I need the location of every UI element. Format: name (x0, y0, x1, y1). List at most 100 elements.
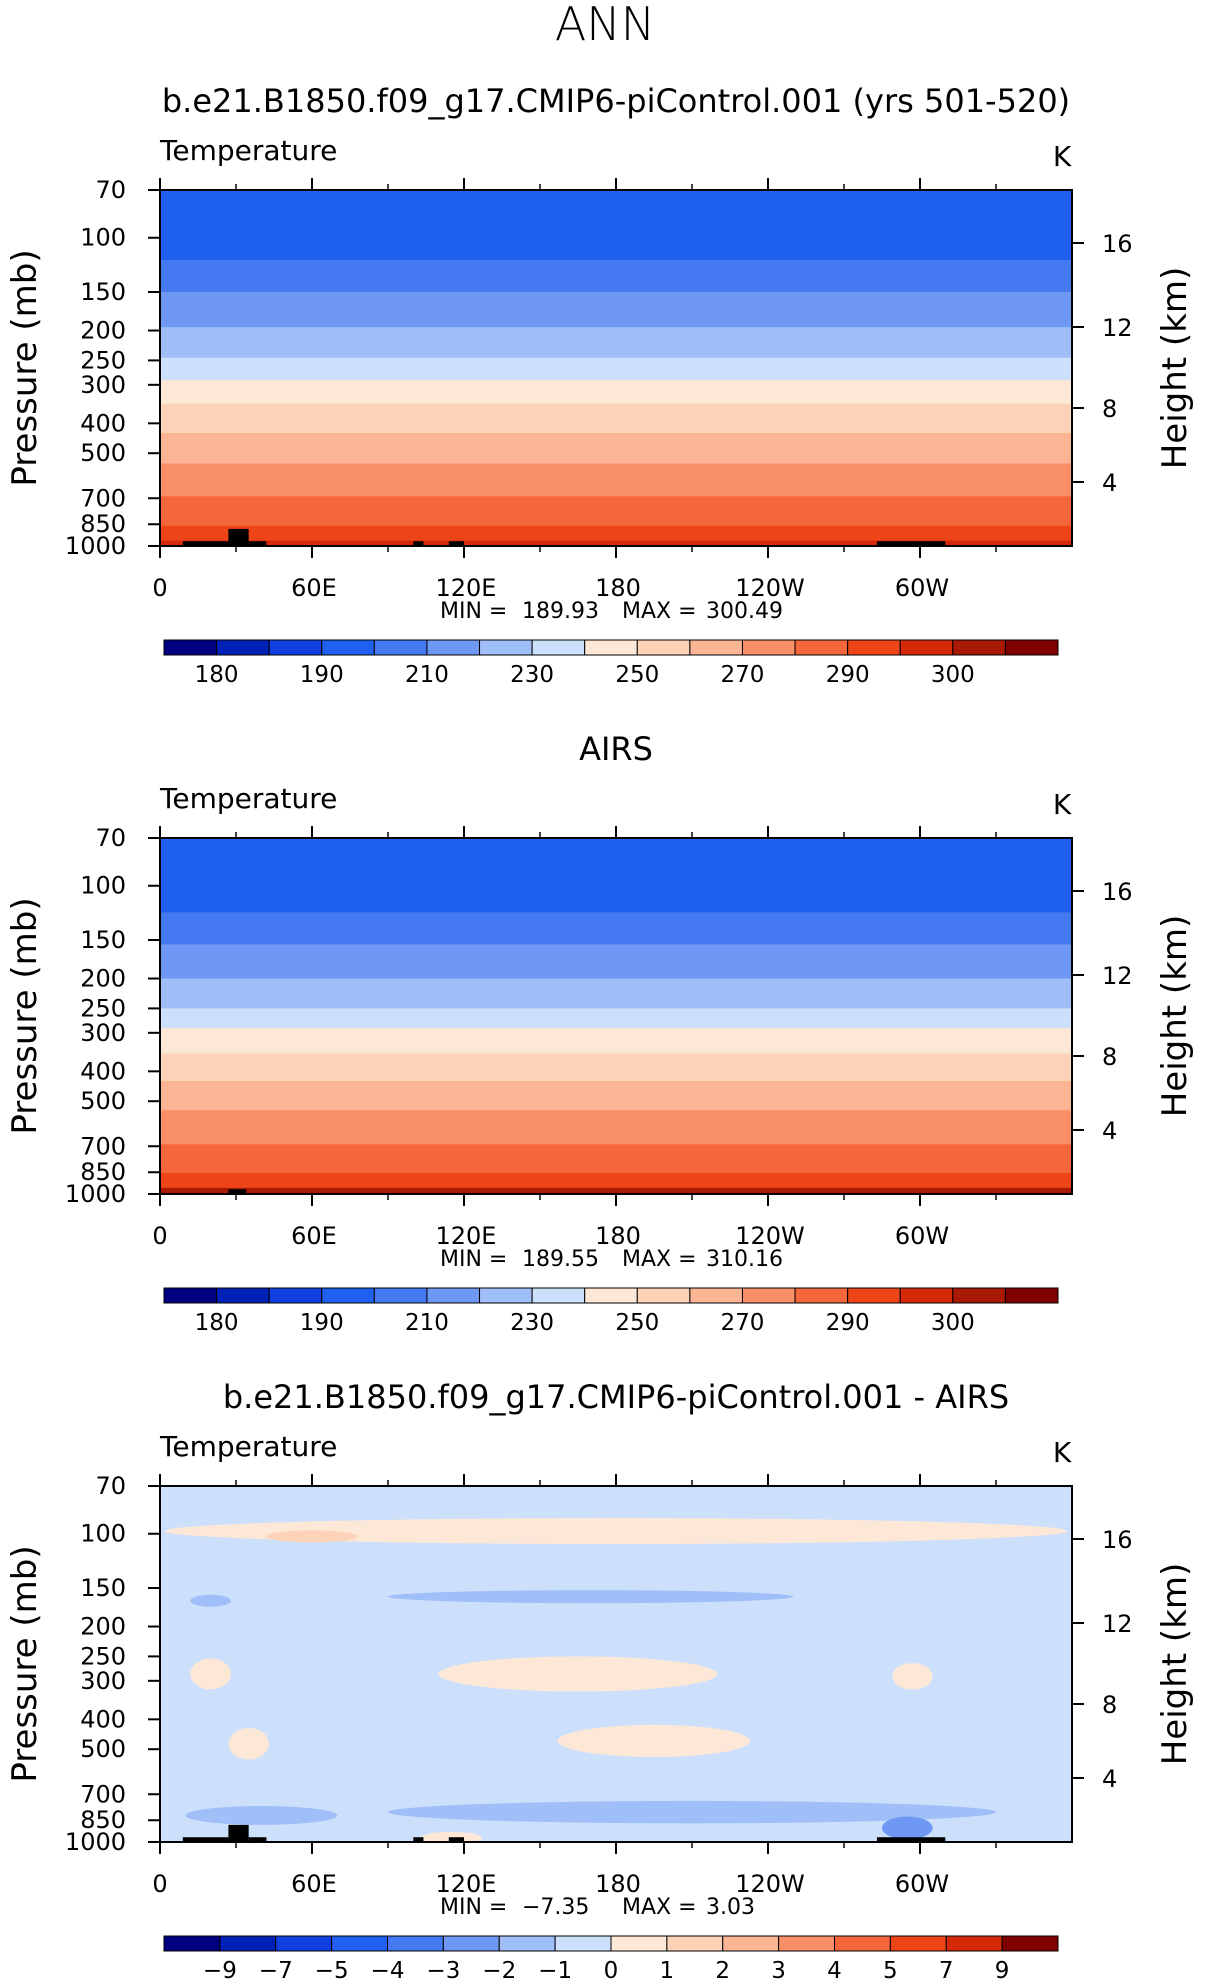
x-tick-label: 120E (436, 1222, 497, 1250)
x-tick-label: 0 (152, 1222, 167, 1250)
panel-3: b.e21.B1850.f09_g17.CMIP6-piControl.001 … (5, 1378, 1195, 1984)
colorbar-swatch (331, 1935, 388, 1952)
colorbar-label: 7 (939, 1958, 954, 1984)
contour-band (160, 433, 1072, 465)
max-label: MAX = (622, 1895, 697, 1920)
terrain-mask (413, 541, 424, 546)
page-title: ANN (555, 0, 655, 51)
colorbar-swatch (268, 1287, 323, 1304)
colorbar-label: 190 (300, 662, 344, 688)
colorbar-label: −3 (426, 1958, 460, 1984)
height-tick-label: 16 (1102, 1526, 1133, 1554)
contour-field (160, 838, 1072, 1194)
height-tick-label: 4 (1102, 469, 1117, 497)
colorbar-swatch (689, 639, 743, 656)
colorbar-swatch (163, 639, 218, 656)
colorbar-swatch (952, 1287, 1006, 1304)
colorbar-label: 0 (604, 1958, 619, 1984)
colorbar-swatch (442, 1935, 500, 1952)
pressure-tick-label: 700 (80, 1780, 126, 1808)
colorbar-label: −5 (315, 1958, 349, 1984)
x-tick-label: 120E (436, 1870, 497, 1898)
contour-patch (420, 1831, 482, 1842)
contour-band (160, 259, 1072, 294)
colorbar-swatch (584, 639, 638, 656)
pressure-tick-label: 500 (80, 1087, 126, 1115)
x-tick-label: 0 (152, 1870, 167, 1898)
colorbar-label: 180 (195, 662, 239, 688)
terrain-mask (448, 541, 464, 546)
x-tick-label: 60W (895, 574, 949, 602)
contour-band (160, 1187, 1072, 1194)
pressure-tick-label: 1000 (65, 1180, 126, 1208)
contour-band (160, 912, 1072, 946)
colorbar-swatch (794, 639, 849, 656)
units-label: K (1053, 140, 1072, 173)
contour-band (160, 403, 1072, 435)
colorbar-label: 300 (931, 662, 975, 688)
max-label: MAX = (622, 599, 697, 624)
x-tick-label: 60W (895, 1870, 949, 1898)
x-tick-label: 120E (436, 574, 497, 602)
colorbar-swatch (666, 1935, 724, 1952)
pressure-tick-label: 700 (80, 484, 126, 512)
terrain-mask (228, 1189, 247, 1194)
x-tick-label: 180 (595, 1870, 641, 1898)
variable-label: Temperature (159, 134, 337, 167)
pressure-tick-label: 500 (80, 1735, 126, 1763)
y-axis-label: Pressure (mb) (5, 897, 45, 1134)
pressure-tick-label: 150 (80, 1574, 126, 1602)
panel-title: AIRS (579, 730, 653, 768)
contour-band (160, 327, 1072, 359)
pressure-tick-label: 250 (80, 346, 126, 374)
contour-patch (190, 1594, 231, 1607)
height-tick-label: 16 (1102, 230, 1133, 258)
height-tick-label: 12 (1102, 1610, 1133, 1638)
contour-patch (266, 1530, 358, 1543)
colorbar-label: 290 (826, 1310, 870, 1336)
colorbar-swatch (1001, 1935, 1059, 1952)
colorbar-label: 250 (615, 662, 659, 688)
terrain-mask (228, 528, 249, 546)
colorbar-swatch (1004, 639, 1059, 656)
contour-band (160, 1028, 1072, 1055)
colorbar-swatch (584, 1287, 638, 1304)
x-tick-label: 120W (735, 1222, 805, 1250)
contour-patch (557, 1724, 751, 1758)
contour-band (160, 1144, 1072, 1175)
pressure-tick-label: 200 (80, 317, 126, 345)
colorbar-swatch (426, 1287, 481, 1304)
pressure-tick-label: 400 (80, 1057, 126, 1085)
terrain-mask (182, 541, 229, 546)
contour-patch (882, 1816, 933, 1840)
colorbar-swatch (163, 1287, 218, 1304)
height-tick-label: 4 (1102, 1117, 1117, 1145)
terrain-mask (248, 1837, 267, 1842)
colorbar-swatch (847, 1287, 901, 1304)
colorbar-swatch (945, 1935, 1003, 1952)
pressure-tick-label: 250 (80, 1642, 126, 1670)
max-value: 300.49 (706, 599, 783, 624)
colorbar-swatch (952, 639, 1006, 656)
colorbar-label: 270 (721, 662, 765, 688)
pressure-tick-label: 250 (80, 994, 126, 1022)
terrain-mask (448, 1837, 464, 1842)
max-label: MAX = (622, 1247, 697, 1272)
colorbar-label: 290 (826, 662, 870, 688)
colorbar-swatch (741, 639, 796, 656)
contour-field (160, 1486, 1072, 1842)
panel-1: b.e21.B1850.f09_g17.CMIP6-piControl.001 … (5, 82, 1195, 688)
pressure-tick-label: 1000 (65, 532, 126, 560)
contour-patch (438, 1656, 718, 1692)
pressure-tick-label: 300 (80, 1019, 126, 1047)
colorbar-label: 9 (995, 1958, 1010, 1984)
min-label: MIN = (440, 1247, 507, 1272)
colorbar-label: −2 (482, 1958, 516, 1984)
colorbar-swatch (778, 1935, 835, 1952)
colorbar-label: 180 (195, 1310, 239, 1336)
colorbar-swatch (899, 1287, 954, 1304)
pressure-tick-label: 700 (80, 1132, 126, 1160)
height-tick-label: 8 (1102, 395, 1117, 423)
colorbar-swatch (531, 639, 586, 656)
contour-band (160, 540, 1072, 546)
